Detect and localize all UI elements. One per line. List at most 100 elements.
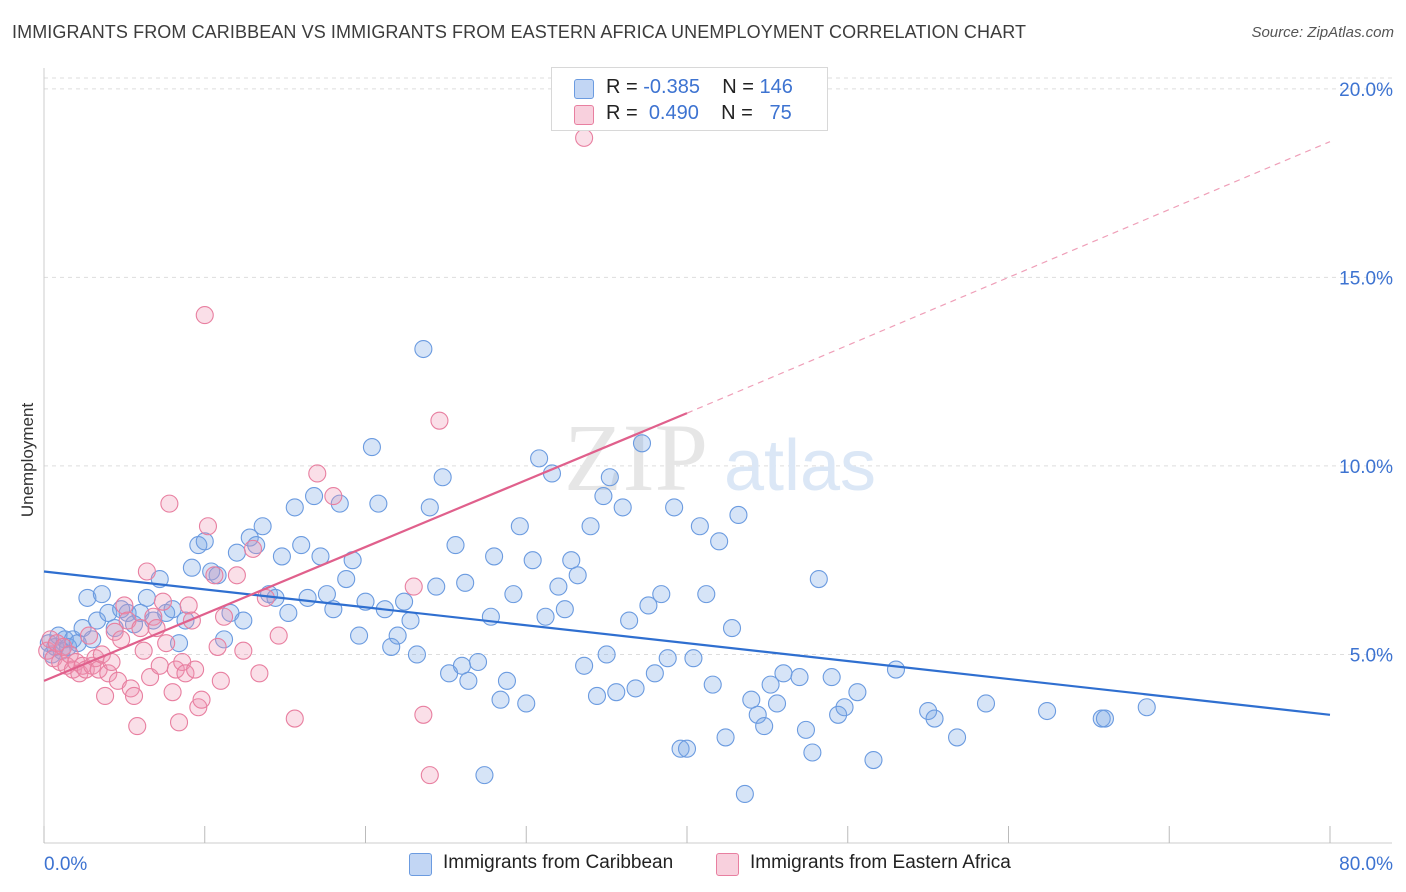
data-point-0-120 [767,694,787,713]
data-point-1-50 [198,517,218,536]
legend-swatch-caribbean [574,79,594,99]
trend-line-0 [43,570,1331,716]
data-point-0-129 [848,683,867,702]
y-tick-label-0: 5.0% [1350,645,1393,666]
data-point-0-35 [234,611,253,630]
data-point-0-44 [292,536,311,555]
data-point-0-42 [279,603,298,623]
data-point-0-41 [272,547,291,566]
n-value-caribbean: 146 [759,76,793,98]
data-point-0-45 [298,588,317,607]
data-point-1-7 [60,645,79,664]
data-point-1-45 [182,611,201,630]
data-point-0-65 [427,577,446,596]
data-point-0-119 [761,675,780,694]
data-point-0-138 [1095,709,1114,728]
data-point-1-55 [227,566,246,585]
data-point-1-40 [166,660,185,679]
data-point-0-69 [452,656,472,675]
data-point-1-67 [430,411,449,430]
data-point-0-25 [169,634,189,653]
data-point-0-99 [632,434,652,453]
y-axis-label: Unemployment [18,402,37,518]
data-point-1-48 [192,690,211,709]
stats-legend: R = -0.385 N = 146 R = 0.490 N = 75 [551,67,828,131]
chart-title: IMMIGRANTS FROM CARIBBEAN VS IMMIGRANTS … [12,22,1027,42]
data-point-0-118 [755,717,774,736]
r-value-eastern-africa: 0.490 [648,102,699,124]
data-point-0-110 [703,675,722,694]
data-point-0-78 [504,585,523,604]
data-point-1-31 [137,562,156,581]
data-point-0-101 [645,664,664,683]
data-point-0-36 [240,528,259,547]
data-point-0-58 [382,637,401,656]
data-point-1-44 [179,596,198,615]
data-point-0-82 [530,449,549,468]
data-point-1-49 [195,306,214,325]
data-point-0-98 [626,679,645,698]
data-point-0-71 [459,671,478,690]
data-point-0-38 [253,517,272,536]
data-point-1-36 [153,592,173,611]
data-point-0-61 [401,611,420,630]
n-label: N = [722,76,754,98]
data-point-0-46 [305,487,324,506]
data-point-1-41 [169,713,189,732]
data-point-1-57 [243,539,263,558]
data-point-0-108 [690,517,709,536]
watermark: ZIP atlas [564,404,876,511]
data-point-0-105 [671,739,690,758]
data-point-0-90 [581,517,600,536]
x-tick-label-max: 80.0% [1339,854,1393,875]
data-point-1-18 [96,686,115,705]
data-point-0-53 [350,626,369,645]
data-point-1-58 [250,664,269,683]
data-point-0-91 [587,686,607,705]
data-point-0-60 [395,592,414,611]
data-point-0-139 [1137,698,1156,717]
data-point-0-96 [613,498,632,517]
y-tick-label-3: 20.0% [1339,80,1393,101]
data-point-0-56 [369,494,388,513]
data-point-0-121 [774,664,793,683]
data-point-0-124 [803,743,822,762]
data-point-0-131 [886,660,906,679]
data-point-0-48 [317,585,336,604]
data-point-0-77 [497,671,517,690]
data-point-0-97 [620,611,639,630]
data-point-0-92 [594,487,613,506]
data-point-0-103 [658,649,677,668]
data-point-0-114 [729,505,748,524]
data-point-0-86 [555,600,574,619]
data-point-0-115 [735,784,754,804]
data-point-0-51 [337,569,356,589]
data-point-0-81 [523,551,542,570]
data-point-0-93 [597,645,616,664]
data-point-0-111 [710,532,729,551]
data-point-0-20 [137,588,156,607]
data-point-1-53 [211,671,230,690]
data-point-1-33 [144,607,163,626]
data-point-0-63 [414,339,433,359]
axes [43,68,1392,844]
data-point-0-130 [864,750,883,770]
data-point-1-63 [324,487,343,506]
r-label: R = [606,76,638,98]
data-point-0-107 [684,649,703,668]
data-point-1-66 [420,766,439,785]
data-point-1-46 [186,660,205,679]
data-point-0-94 [600,468,619,487]
data-point-1-43 [176,664,195,683]
legend-text-eastern-africa: R = 0.490 N = 75 [606,102,792,125]
data-point-0-132 [919,701,938,721]
data-point-0-133 [925,709,944,728]
data-point-0-128 [835,698,854,717]
bottom-legend-swatch-eastern-africa [716,853,739,876]
data-point-0-106 [677,739,697,758]
data-point-1-51 [205,566,224,585]
data-point-0-102 [652,585,671,604]
data-point-0-70 [456,573,475,592]
data-point-1-54 [214,607,234,626]
